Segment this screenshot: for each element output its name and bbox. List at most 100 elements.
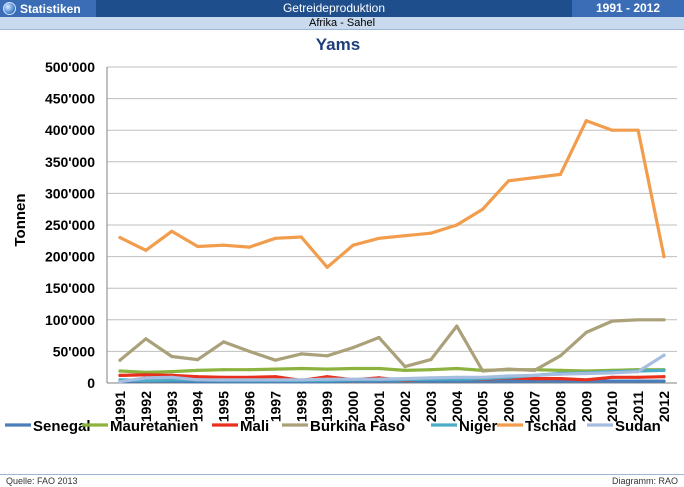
legend-label: Tschad	[525, 418, 576, 435]
legend-item: Tschad	[497, 418, 576, 435]
data-point	[325, 367, 329, 371]
data-point	[532, 379, 537, 383]
data-point	[299, 366, 303, 371]
footer: Quelle: FAO 2013 Diagramm: RAO	[0, 474, 684, 487]
legend-label: Niger	[459, 418, 498, 435]
data-point	[377, 236, 381, 240]
series-lines	[118, 119, 666, 384]
data-point	[481, 369, 485, 373]
data-point	[325, 354, 329, 358]
app-label: Statistiken	[20, 1, 81, 16]
data-point	[196, 378, 200, 382]
region-subtitle: Afrika - Sahel	[0, 17, 684, 30]
data-point	[532, 373, 537, 377]
data-point	[196, 375, 200, 379]
x-tick-label: 2000	[345, 391, 361, 422]
data-point	[144, 373, 148, 377]
series-line	[118, 318, 666, 373]
data-point	[222, 368, 226, 372]
series-tschad	[118, 119, 666, 269]
app-tab[interactable]: Statistiken	[0, 0, 96, 17]
y-tick-label: 0	[87, 375, 95, 391]
data-point	[662, 353, 666, 357]
data-point	[377, 335, 381, 340]
data-point	[584, 371, 588, 376]
data-point	[662, 375, 666, 379]
data-point	[610, 379, 614, 383]
data-point	[222, 378, 226, 382]
data-point	[351, 346, 355, 350]
legend-item: Sudan	[587, 418, 661, 435]
data-point	[610, 128, 614, 132]
y-tick-label: 250'000	[45, 217, 95, 233]
data-point	[247, 349, 252, 353]
data-point	[144, 376, 148, 380]
data-point	[351, 243, 355, 247]
data-point	[222, 243, 226, 247]
data-point	[455, 366, 459, 371]
series-line	[118, 119, 666, 269]
data-point	[144, 378, 148, 383]
data-point	[351, 366, 355, 371]
globe-icon	[3, 2, 16, 15]
data-point	[610, 319, 614, 323]
data-point	[118, 369, 122, 373]
data-point	[144, 248, 148, 252]
data-point	[636, 375, 640, 379]
y-tick-label: 400'000	[45, 122, 95, 138]
data-point	[118, 236, 122, 240]
data-point	[118, 380, 122, 384]
legend-item: Senegal	[5, 418, 91, 435]
data-point	[455, 375, 459, 379]
data-point	[636, 379, 640, 383]
y-tick-label: 200'000	[45, 249, 95, 265]
series-line	[118, 353, 666, 384]
y-tick-labels: 0 50'000 100'000 150'000 200'000 250'000 300'0…	[45, 59, 95, 391]
x-tick-label: 1998	[293, 391, 309, 422]
data-point	[558, 377, 563, 381]
yams-line-chart: Yams Tonnen 0 50'000 100'000 150'000 200'000…	[5, 35, 677, 435]
data-point	[481, 207, 485, 211]
legend: Senegal Mauretanien Mali Burkina Faso Niger T…	[5, 418, 661, 435]
x-tick-label: 1992	[138, 391, 154, 422]
x-tick-label: 2004	[449, 391, 465, 422]
data-point	[273, 375, 277, 379]
data-point	[273, 378, 277, 382]
data-point	[170, 354, 174, 359]
legend-label: Mauretanien	[110, 418, 198, 435]
legend-label: Senegal	[33, 418, 91, 435]
x-tick-label: 2008	[552, 391, 568, 422]
x-tick-label: 1993	[164, 391, 180, 422]
x-tick-labels: 1991 1992 1993 1994 1995 1996 1997 1998 1999 2000…	[112, 391, 672, 422]
data-point	[455, 324, 459, 328]
data-point	[247, 245, 252, 249]
data-point	[299, 378, 303, 382]
x-tick-label: 2007	[527, 391, 543, 422]
data-point	[636, 318, 640, 322]
data-point	[455, 223, 459, 227]
data-point	[144, 370, 148, 374]
period-badge: 1991 - 2012	[572, 0, 684, 17]
data-point	[273, 367, 277, 371]
x-tick-label: 2005	[475, 391, 491, 422]
data-point	[403, 234, 407, 238]
data-point	[662, 368, 666, 372]
data-point	[507, 379, 511, 383]
legend-label: Sudan	[615, 418, 661, 435]
data-point	[325, 377, 329, 381]
data-point	[507, 179, 511, 183]
data-point	[273, 236, 277, 240]
grid-lines	[107, 66, 677, 352]
x-tick-label: 1994	[190, 391, 206, 422]
x-tick-label: 1991	[112, 391, 128, 422]
data-point	[558, 379, 563, 383]
legend-item: Mali	[212, 418, 269, 435]
data-point	[662, 379, 666, 383]
data-point	[170, 375, 174, 379]
data-point	[196, 244, 200, 249]
y-axis-label: Tonnen	[12, 193, 29, 246]
data-point	[610, 371, 614, 375]
data-point	[325, 375, 329, 379]
x-tick-label: 2001	[371, 391, 387, 422]
data-point	[196, 368, 200, 372]
